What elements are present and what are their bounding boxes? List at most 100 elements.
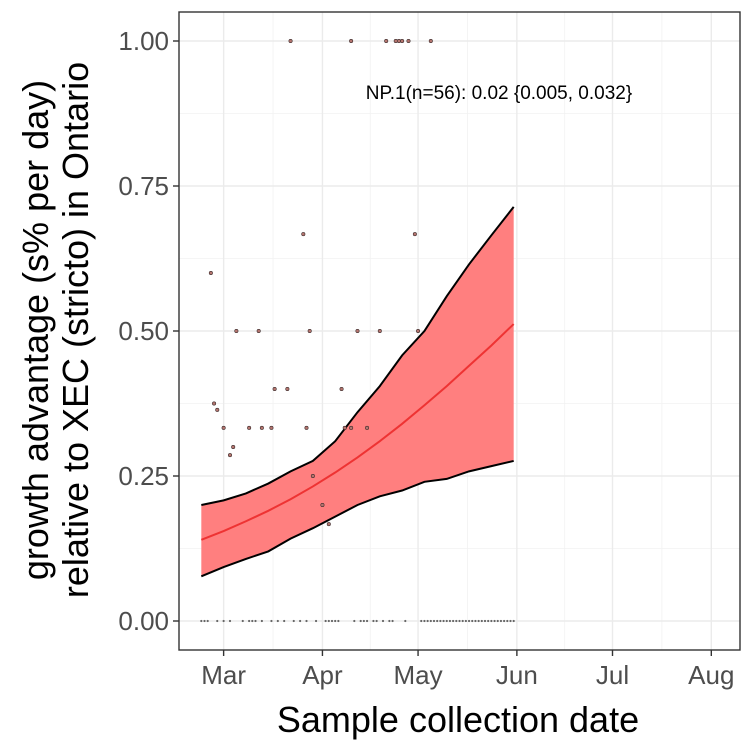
fit-annotation: NP.1(n=56): 0.02 {0.005, 0.032} [366,83,632,104]
data-point [305,619,308,623]
data-point [324,619,327,623]
data-point [480,619,483,623]
data-point [285,386,290,391]
data-point [234,328,239,333]
data-point [200,619,203,623]
data-point [259,425,264,430]
y-tick-label: 0.75 [118,171,169,201]
data-point [428,38,433,43]
data-point [442,619,445,623]
data-point [256,328,261,333]
data-point [330,619,334,623]
confidence-ribbon-layer [200,206,515,578]
data-point [448,619,452,623]
y-axis-title-line-1: growth advantage (s% per day) [15,80,56,580]
data-point [391,619,394,623]
data-point [215,407,220,412]
data-point [375,619,378,623]
data-point [304,425,309,430]
confidence-band [201,206,514,577]
data-point [307,328,312,333]
data-point [458,619,461,623]
data-point [384,38,389,43]
data-point [362,619,365,623]
y-tick-label: 0.25 [118,461,169,491]
data-point [416,328,421,333]
y-tick-label: 1.00 [118,26,169,56]
data-point [260,619,263,623]
data-point [503,619,506,623]
data-point [436,619,439,623]
y-tick-label: 0.50 [118,316,169,346]
data-point [251,619,254,623]
data-point [477,619,480,623]
data-point [404,619,407,623]
data-point [326,522,331,527]
data-point [372,619,375,623]
data-point [400,38,405,43]
data-point [337,619,340,623]
data-point [490,619,493,623]
data-point [452,619,455,623]
x-tick-label: Jul [596,660,629,690]
data-point [420,619,423,623]
data-point [509,619,512,623]
data-point [334,619,337,623]
x-tick-label: May [394,660,443,690]
fit-line [200,323,515,541]
data-point [228,619,232,623]
data-point [353,619,356,623]
data-point [272,386,277,391]
data-point [429,619,432,623]
data-point [432,619,436,623]
data-point [222,619,225,623]
data-point [241,619,244,623]
data-point [288,38,293,43]
data-point [365,425,370,430]
data-point [314,619,318,623]
data-point [493,619,496,623]
data-point [270,619,273,623]
data-point [506,619,509,623]
y-axis-title-line-2: relative to XEC (stricto) in Ontario [55,62,96,598]
data-point [471,619,474,623]
x-axis-title: Sample collection date [277,699,639,740]
data-point [228,453,233,458]
upper-bound-line [201,206,515,506]
y-tick-label: 0.00 [118,606,169,636]
data-point [412,232,417,237]
data-point [483,619,487,623]
data-point [269,425,274,430]
data-point [203,619,206,623]
data-point [365,619,369,623]
data-point [231,444,236,449]
axis-layer: 0.00 0.25 0.50 0.75 1.00 Mar Apr May Jun Jul Aug [118,26,734,690]
data-point [299,619,302,623]
data-point [512,619,515,623]
data-point [301,232,306,237]
data-point [292,619,295,623]
data-point [208,270,213,275]
data-point [461,619,464,623]
data-point [349,425,354,430]
lower-bound-line [200,459,514,578]
data-point [474,619,477,623]
data-point [439,619,442,623]
data-point [283,619,286,623]
data-point [467,619,471,623]
x-tick-label: Jun [496,660,538,690]
data-point [349,38,354,43]
data-point [276,619,279,623]
data-point [359,619,362,623]
data-point [355,328,360,333]
data-point [320,502,325,507]
data-point [381,619,385,623]
x-tick-label: Mar [201,660,246,690]
data-point [496,619,499,623]
data-point [426,619,429,623]
data-point [216,619,219,623]
data-point [254,619,257,623]
data-point [406,38,411,43]
x-tick-label: Aug [688,660,734,690]
